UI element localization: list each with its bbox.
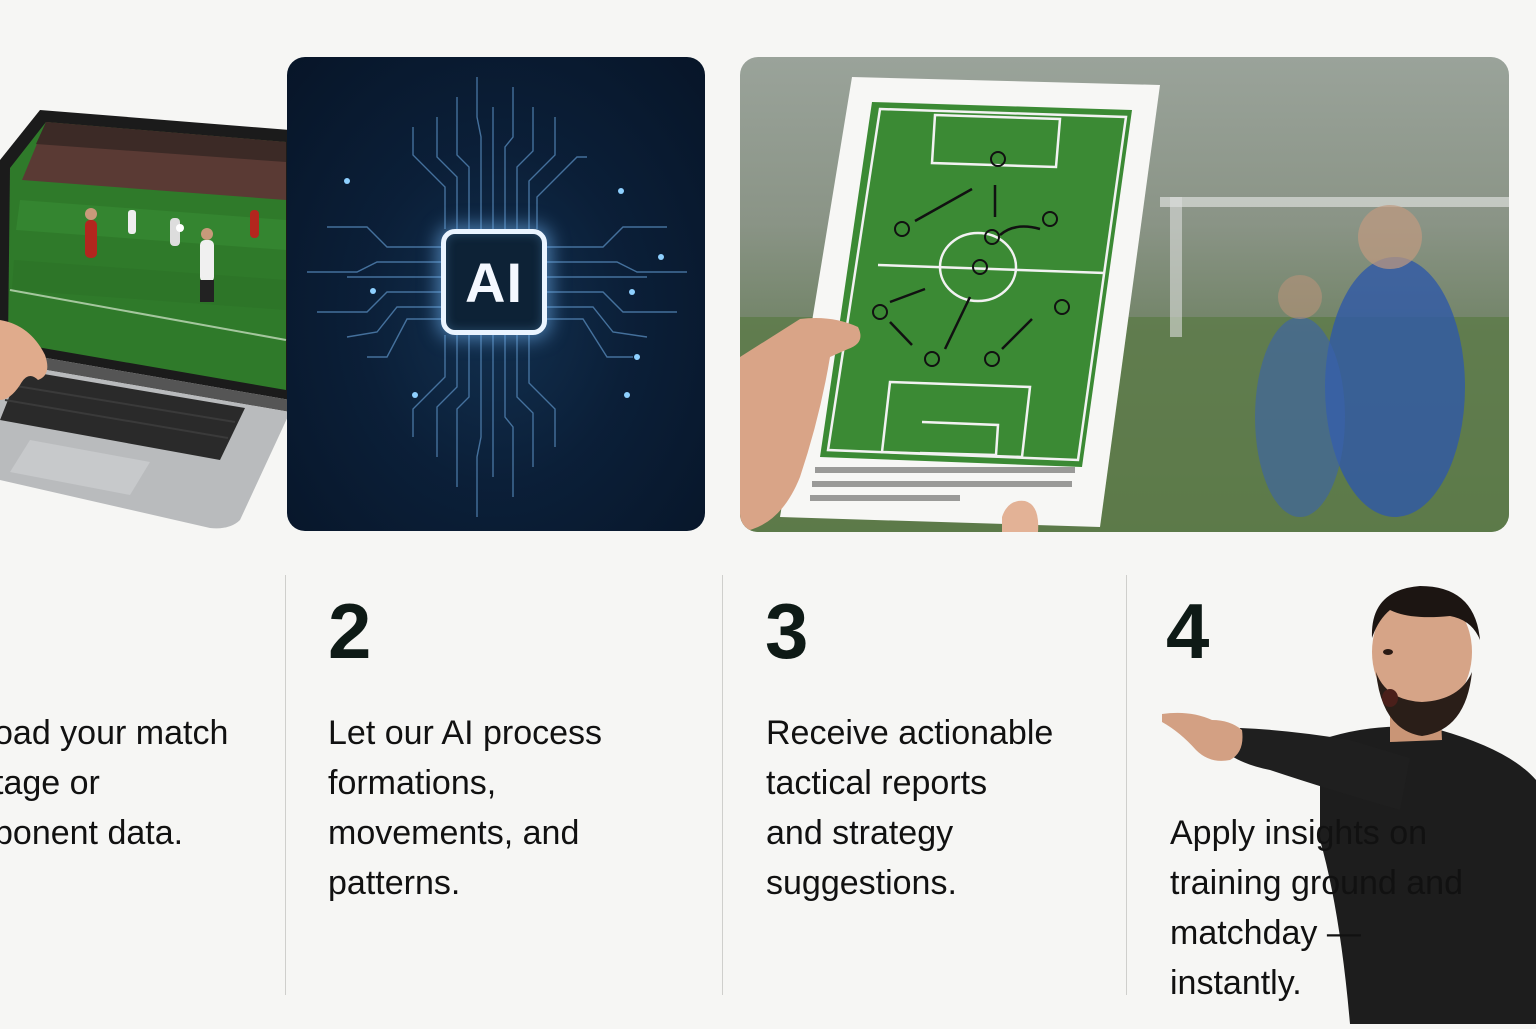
step-4-line: matchday — [1170,914,1361,952]
ai-chip: AI [441,229,547,335]
step-3-line: suggestions. [766,864,957,902]
step-2-description: Let our AI process formations, movements… [328,708,708,908]
coach-pointing-photo [1150,580,1536,1024]
circuit-lines-graphic [307,77,687,517]
step-4-line: instantly. [1170,964,1302,1002]
step-2-number: 2 [328,587,372,675]
ai-chip-illustration: AI [287,57,705,531]
step-3-line: Receive actionable [766,714,1054,752]
step-4-number: 4 [1166,587,1210,675]
step-1-description: oad your match tage or ponent data. [0,708,294,858]
ai-chip-label: AI [465,250,523,314]
step-1-line: ponent data. [0,814,184,852]
step-2-line: formations, [328,764,497,802]
step-2-line: movements, and [328,814,580,852]
step-4-line: Apply insights on [1170,814,1428,852]
step-2-line: patterns. [328,864,461,902]
step-3-number: 3 [765,587,809,675]
step-3-line: and strategy [766,814,954,852]
step-4-line: training ground and [1170,864,1464,902]
step-3-line: tactical reports [766,764,988,802]
tactics-board-photo [740,57,1509,532]
step-1-line: tage or [0,764,100,802]
step-4-description: Apply insights on training ground and ma… [1170,808,1530,1008]
column-divider [722,575,723,995]
column-divider [285,575,286,995]
step-3-description: Receive actionable tactical reports and … [766,708,1106,908]
step-1-line: oad your match [0,714,229,752]
step-2-line: Let our AI process [328,714,603,752]
laptop-match-footage-image [0,100,290,540]
column-divider [1126,575,1127,995]
